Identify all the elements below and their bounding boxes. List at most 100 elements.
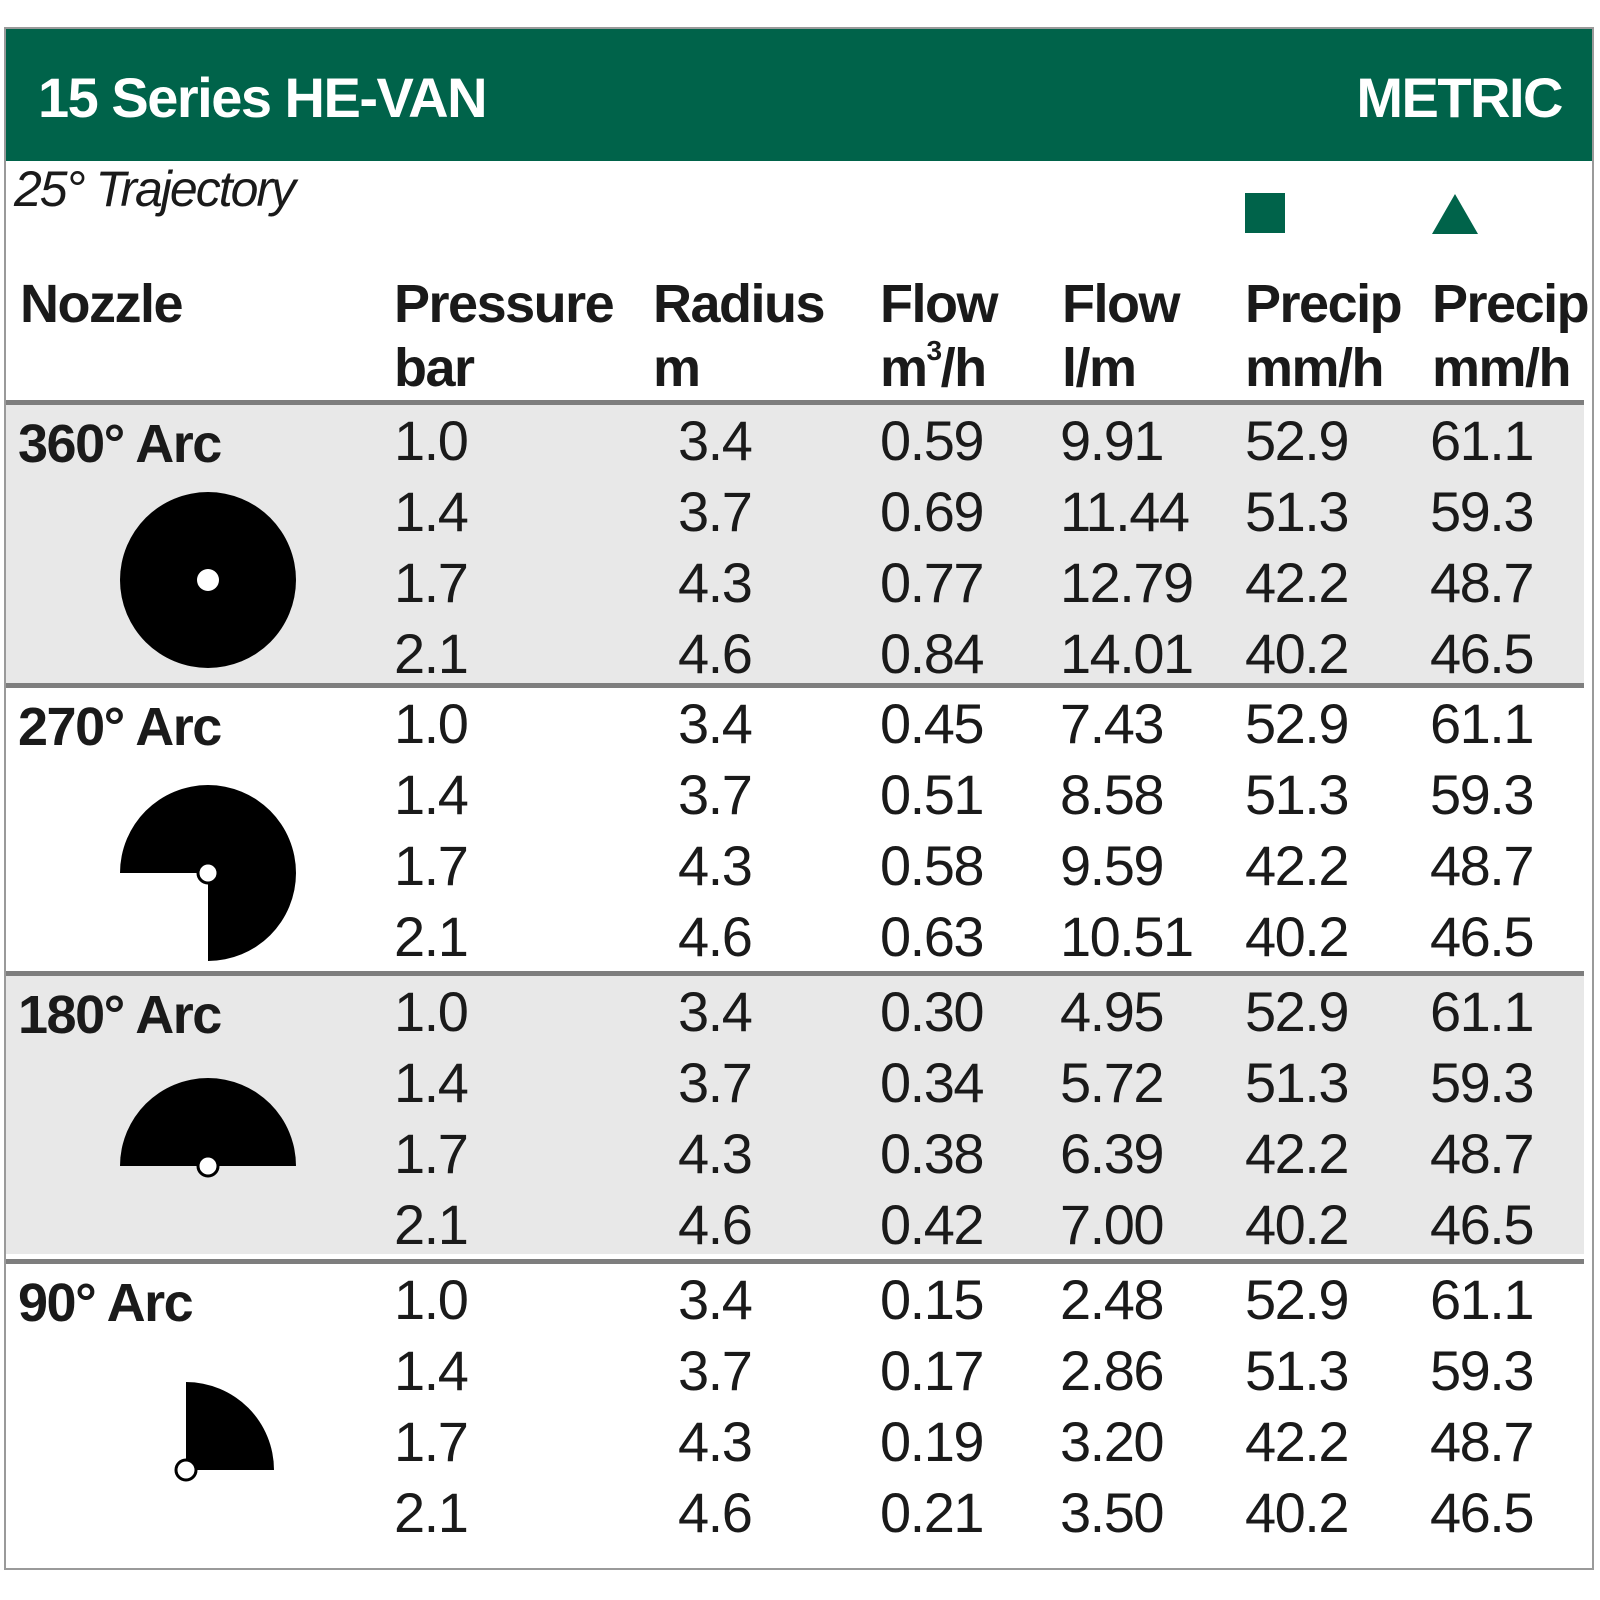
flow-unit-base: m <box>880 338 928 398</box>
column-header-nozzle-label: Nozzle <box>20 274 184 334</box>
radius-cell: 3.4 <box>678 980 753 1043</box>
pressure-cell: 1.7 <box>394 834 469 897</box>
precip-triangle-cell: 61.1 <box>1430 409 1535 472</box>
column-header-precip-square: Precip mm/h <box>1245 272 1403 400</box>
radius-cell: 4.3 <box>678 1410 753 1473</box>
column-header-nozzle: Nozzle <box>20 272 184 336</box>
precip-square-cell: 40.2 <box>1245 1481 1350 1544</box>
pressure-cell: 1.0 <box>394 692 469 755</box>
flow-m3h-cell: 0.69 <box>880 480 985 543</box>
arc-180-icon <box>120 1078 296 1178</box>
pressure-cell: 2.1 <box>394 622 469 685</box>
column-header-pressure-unit: bar <box>394 338 475 398</box>
title-bar: 15 Series HE-VAN METRIC <box>6 29 1592 161</box>
column-header-flow-lm-label: Flow <box>1062 274 1180 334</box>
arc-group-180: 180° Arc <box>6 976 1584 1254</box>
pressure-cell: 1.0 <box>394 409 469 472</box>
flow-lm-cell: 10.51 <box>1060 905 1194 968</box>
radius-cell: 3.7 <box>678 763 753 826</box>
column-header-radius: Radius m <box>653 272 826 400</box>
flow-lm-cell: 2.48 <box>1060 1268 1165 1331</box>
column-header-pressure: Pressure bar <box>394 272 615 400</box>
precip-triangle-cell: 46.5 <box>1430 1193 1535 1256</box>
pressure-cell: 1.0 <box>394 980 469 1043</box>
precip-triangle-cell: 59.3 <box>1430 1051 1535 1114</box>
pressure-cell: 1.7 <box>394 1410 469 1473</box>
precip-triangle-cell: 61.1 <box>1430 980 1535 1043</box>
arc-group-360: 360° Arc <box>6 405 1584 683</box>
precip-square-cell: 52.9 <box>1245 692 1350 755</box>
pressure-cell: 1.7 <box>394 551 469 614</box>
radius-cell: 3.4 <box>678 409 753 472</box>
pressure-cell: 1.4 <box>394 480 469 543</box>
precip-square-cell: 52.9 <box>1245 409 1350 472</box>
precip-square-cell: 42.2 <box>1245 834 1350 897</box>
flow-unit-tail: /h <box>940 338 988 398</box>
arc-group-label: 180° Arc <box>18 985 222 1045</box>
flow-lm-cell: 2.86 <box>1060 1339 1165 1402</box>
header-divider <box>6 400 1584 405</box>
precip-triangle-cell: 46.5 <box>1430 1481 1535 1544</box>
precip-triangle-cell: 48.7 <box>1430 1410 1535 1473</box>
flow-m3h-cell: 0.51 <box>880 763 985 826</box>
column-header-precip-triangle-label: Precip <box>1432 274 1590 334</box>
units-label: METRIC <box>1356 66 1563 129</box>
flow-lm-cell: 14.01 <box>1060 622 1194 685</box>
flow-lm-cell: 9.59 <box>1060 834 1165 897</box>
flow-m3h-cell: 0.17 <box>880 1339 985 1402</box>
arc-group-270: 270° Arc <box>6 688 1584 966</box>
column-header-flow-m3h-label: Flow <box>880 274 998 334</box>
radius-cell: 4.6 <box>678 1481 753 1544</box>
pressure-cell: 1.0 <box>394 1268 469 1331</box>
flow-m3h-cell: 0.34 <box>880 1051 985 1114</box>
radius-cell: 3.7 <box>678 1051 753 1114</box>
precip-square-cell: 51.3 <box>1245 480 1350 543</box>
pressure-cell: 2.1 <box>394 905 469 968</box>
flow-m3h-cell: 0.42 <box>880 1193 985 1256</box>
flow-m3h-cell: 0.21 <box>880 1481 985 1544</box>
precip-triangle-cell: 59.3 <box>1430 480 1535 543</box>
group-divider <box>6 971 1584 976</box>
column-header-flow-lm-unit: l/m <box>1062 338 1137 398</box>
precip-square-cell: 40.2 <box>1245 622 1350 685</box>
arc-group-label: 360° Arc <box>18 414 222 474</box>
precip-triangle-cell: 46.5 <box>1430 622 1535 685</box>
flow-m3h-cell: 0.77 <box>880 551 985 614</box>
precip-square-cell: 42.2 <box>1245 1122 1350 1185</box>
flow-lm-cell: 8.58 <box>1060 763 1165 826</box>
radius-cell: 3.7 <box>678 1339 753 1402</box>
column-header-radius-unit: m <box>653 338 701 398</box>
flow-m3h-cell: 0.15 <box>880 1268 985 1331</box>
flow-m3h-cell: 0.38 <box>880 1122 985 1185</box>
square-marker-icon <box>1245 193 1285 233</box>
radius-cell: 4.6 <box>678 1193 753 1256</box>
flow-lm-cell: 11.44 <box>1060 480 1190 543</box>
precip-triangle-cell: 61.1 <box>1430 1268 1535 1331</box>
pressure-cell: 1.4 <box>394 1051 469 1114</box>
radius-cell: 3.4 <box>678 692 753 755</box>
flow-lm-cell: 3.20 <box>1060 1410 1165 1473</box>
flow-m3h-cell: 0.45 <box>880 692 985 755</box>
precip-triangle-cell: 61.1 <box>1430 692 1535 755</box>
radius-cell: 4.3 <box>678 551 753 614</box>
flow-m3h-cell: 0.84 <box>880 622 985 685</box>
precip-triangle-cell: 48.7 <box>1430 834 1535 897</box>
precip-square-cell: 52.9 <box>1245 980 1350 1043</box>
pressure-cell: 1.4 <box>394 763 469 826</box>
radius-cell: 3.7 <box>678 480 753 543</box>
flow-lm-cell: 7.43 <box>1060 692 1165 755</box>
flow-lm-cell: 9.91 <box>1060 409 1165 472</box>
pressure-cell: 2.1 <box>394 1193 469 1256</box>
pressure-cell: 1.4 <box>394 1339 469 1402</box>
flow-lm-cell: 3.50 <box>1060 1481 1165 1544</box>
flow-lm-cell: 4.95 <box>1060 980 1165 1043</box>
radius-cell: 4.6 <box>678 905 753 968</box>
column-header-radius-label: Radius <box>653 274 826 334</box>
flow-m3h-cell: 0.59 <box>880 409 985 472</box>
flow-m3h-cell: 0.30 <box>880 980 985 1043</box>
radius-cell: 3.4 <box>678 1268 753 1331</box>
radius-cell: 4.6 <box>678 622 753 685</box>
table-title: 15 Series HE-VAN <box>38 66 488 129</box>
pressure-cell: 2.1 <box>394 1481 469 1544</box>
trajectory-label: 25° Trajectory <box>14 161 296 217</box>
